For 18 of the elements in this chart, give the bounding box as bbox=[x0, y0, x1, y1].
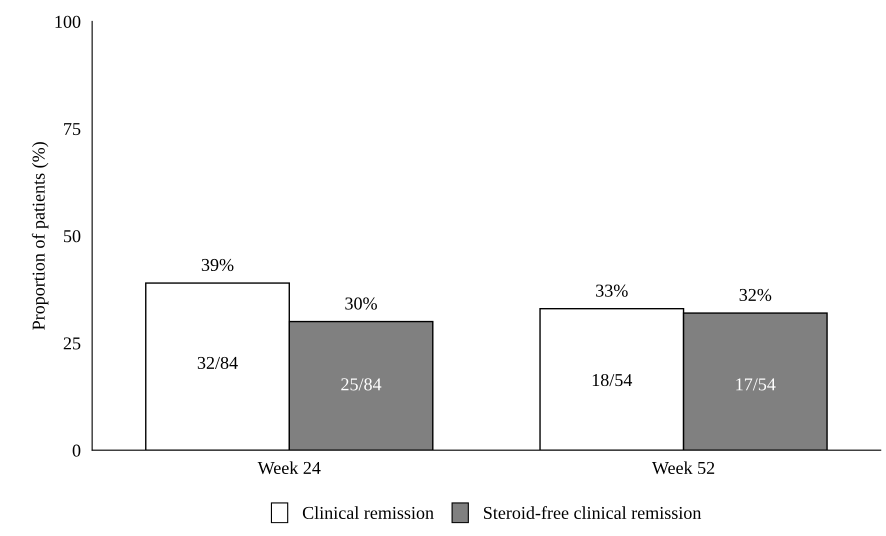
data-label: 39% bbox=[202, 258, 234, 272]
legend-label: Clinical remission bbox=[302, 506, 434, 520]
annotation: 17/54 bbox=[736, 378, 776, 390]
annotation: 25/84 bbox=[341, 378, 382, 390]
annotation: 32/84 bbox=[198, 356, 238, 369]
y-tick-label: 25 bbox=[64, 337, 80, 350]
y-tick-label: 75 bbox=[64, 123, 80, 136]
x-tick-label: Week 52 bbox=[652, 461, 714, 474]
y-tick-label: 0 bbox=[72, 444, 80, 457]
data-label: 33% bbox=[596, 284, 628, 297]
y-tick-label: 50 bbox=[64, 230, 80, 242]
annotation: 18/54 bbox=[592, 374, 632, 386]
legend-label: Steroid-free clinical remission bbox=[484, 506, 702, 520]
data-label: 32% bbox=[740, 288, 772, 302]
y-tick-label: 100 bbox=[56, 16, 80, 28]
x-tick-label: Week 24 bbox=[258, 461, 321, 474]
data-label: 30% bbox=[345, 297, 377, 310]
y-axis-title: Proportion of patients (%) bbox=[32, 142, 48, 330]
